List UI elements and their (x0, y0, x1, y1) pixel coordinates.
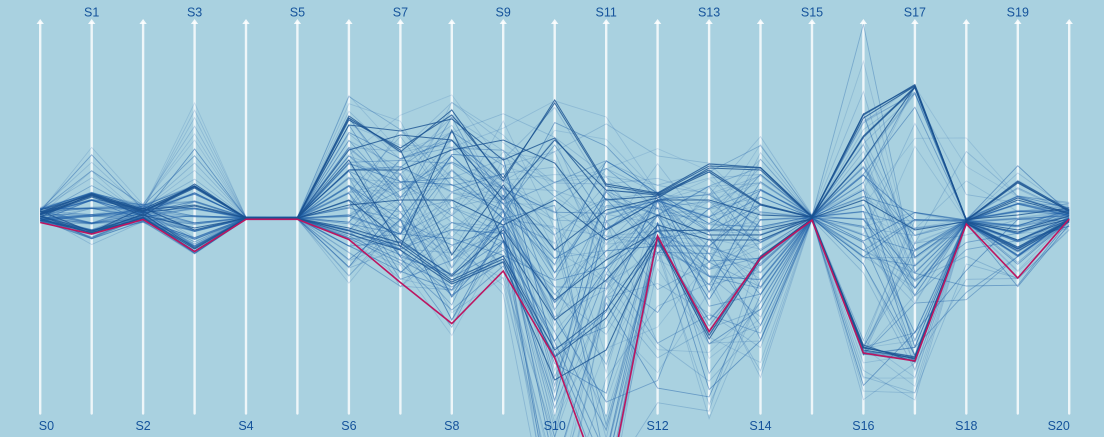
svg-text:S15: S15 (801, 6, 823, 20)
svg-text:S17: S17 (904, 6, 926, 20)
svg-text:S6: S6 (341, 419, 356, 433)
svg-text:S14: S14 (749, 419, 771, 433)
svg-text:S5: S5 (290, 6, 305, 20)
svg-text:S0: S0 (39, 419, 54, 433)
svg-text:S8: S8 (444, 419, 459, 433)
svg-text:S4: S4 (238, 419, 253, 433)
svg-text:S13: S13 (698, 6, 720, 20)
svg-text:S12: S12 (646, 419, 668, 433)
svg-text:S7: S7 (393, 6, 408, 20)
svg-text:S10: S10 (544, 419, 566, 433)
svg-text:S19: S19 (1007, 6, 1029, 20)
svg-text:S1: S1 (84, 6, 99, 20)
svg-text:S9: S9 (496, 6, 511, 20)
svg-text:S18: S18 (955, 419, 977, 433)
svg-text:S20: S20 (1048, 419, 1070, 433)
svg-text:S16: S16 (852, 419, 874, 433)
svg-text:S2: S2 (135, 419, 150, 433)
svg-text:S3: S3 (187, 6, 202, 20)
svg-text:S11: S11 (596, 6, 617, 20)
